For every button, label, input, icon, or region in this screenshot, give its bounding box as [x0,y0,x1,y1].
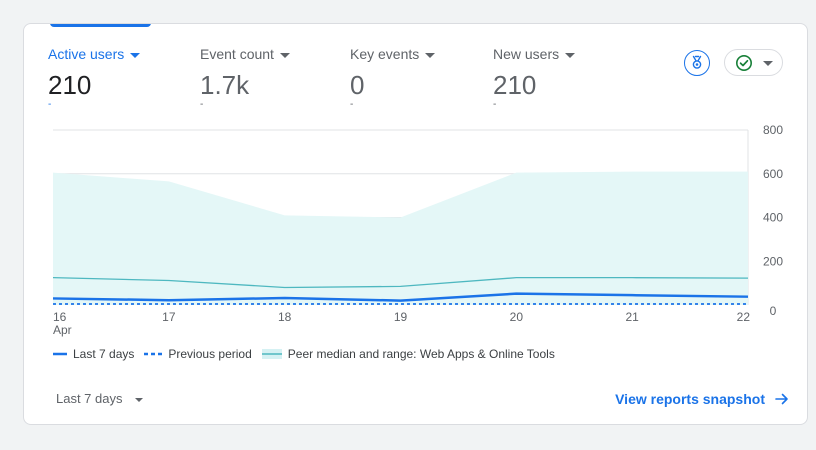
legend-item-last-7-days: Last 7 days [53,347,134,361]
active-metric-indicator [50,24,151,27]
caret-down-icon [762,61,773,66]
overview-card: Active users 210 - Event count 1.7k - Ke… [23,23,808,425]
link-label: View reports snapshot [615,391,765,407]
x-tick-label: 17 [162,310,176,324]
metric-change: - [200,99,204,110]
caret-down-icon [279,52,290,58]
x-tick-label: 22 [737,310,751,324]
x-tick-label: 16 [53,310,67,324]
peer-range-area [53,171,748,305]
metric-value: 210 [493,70,537,100]
view-reports-snapshot-link[interactable]: View reports snapshot [615,391,789,407]
chart-legend: Last 7 days Previous period Peer median … [53,347,555,361]
metric-active-users[interactable]: Active users 210 - [48,46,141,110]
series-lines [52,277,749,305]
arrow-right-icon [775,393,788,405]
legend-label: Last 7 days [73,347,135,361]
metric-change: - [350,99,354,110]
benchmark-insight-button[interactable] [684,50,710,76]
peer-range-band [53,171,748,305]
check-circle-icon [735,54,752,71]
y-tick-label: 200 [763,254,783,268]
date-range-label: Last 7 days [56,391,123,406]
caret-down-icon [134,397,143,402]
metric-value: 0 [350,70,365,100]
metric-new-users[interactable]: New users 210 - [493,46,576,110]
x-tick-month-label: Apr [53,323,72,337]
legend-item-peer: Peer median and range: Web Apps & Online… [261,347,555,361]
caret-down-icon [565,52,576,58]
x-tick-label: 19 [394,310,408,324]
benchmark-ribbon-icon [692,55,702,69]
line-chart: 0 200 400 600 800 16 17 18 19 20 21 22 Apr [52,123,783,337]
metric-change: - [48,99,52,110]
metric-label: New users [493,46,560,62]
series-line-peer-median [52,277,749,289]
y-tick-label: 0 [770,304,777,318]
x-tick-label: 20 [510,310,524,324]
y-axis-ticks: 0 200 400 600 800 [763,123,783,318]
caret-down-icon [425,52,436,58]
caret-down-icon [130,52,141,58]
x-tick-label: 18 [278,310,292,324]
metric-label: Active users [48,46,125,62]
legend-peer-band-icon [261,349,282,359]
legend-item-previous-period: Previous period [144,347,252,361]
y-tick-label: 400 [763,211,783,225]
metric-value: 210 [48,70,92,100]
data-status-button[interactable] [724,49,783,76]
date-range-dropdown[interactable]: Last 7 days [56,391,143,406]
metric-event-count[interactable]: Event count 1.7k - [200,46,290,110]
y-tick-label: 600 [763,167,783,181]
x-tick-label: 21 [625,310,639,324]
legend-solid-line-icon [53,352,67,356]
metric-change: - [493,99,497,110]
metric-value: 1.7k [200,70,250,100]
x-axis-ticks: 16 17 18 19 20 21 22 Apr [53,310,750,337]
metric-key-events[interactable]: Key events 0 - [350,46,436,110]
legend-label: Previous period [168,347,252,361]
legend-label: Peer median and range: Web Apps & Online… [287,347,555,361]
y-tick-label: 800 [763,123,783,137]
series-line-last-7-days [52,292,749,302]
metric-label: Key events [350,46,420,62]
legend-dashed-line-icon [144,352,163,356]
metric-label: Event count [200,46,274,62]
